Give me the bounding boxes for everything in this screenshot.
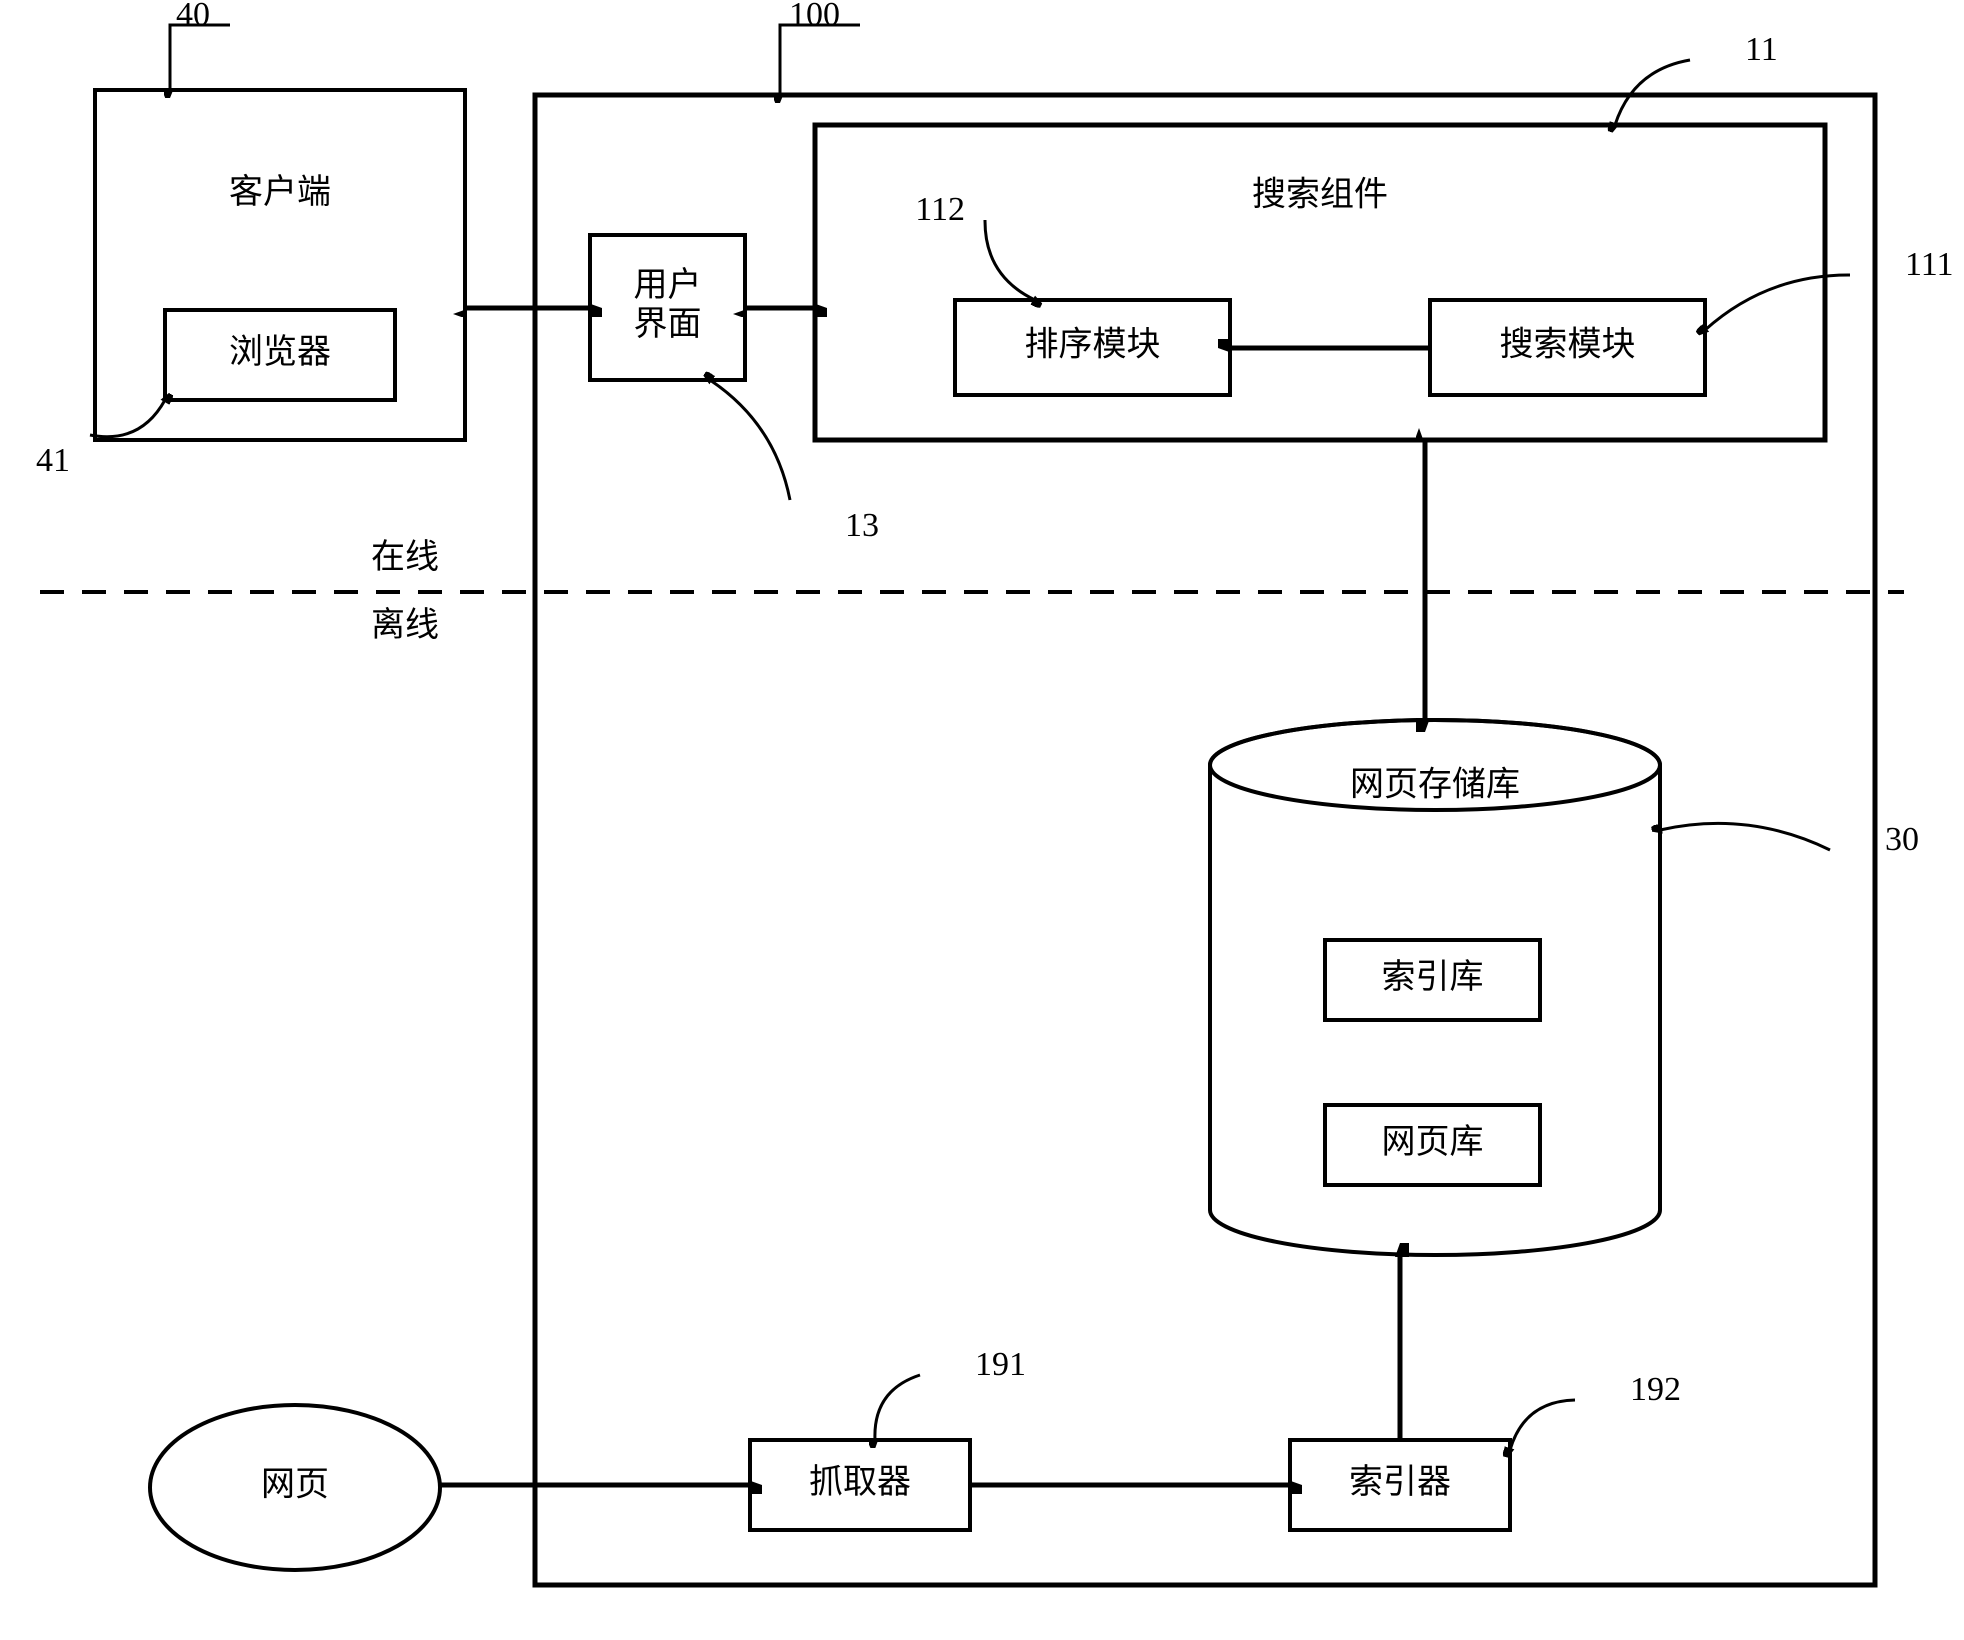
label-sort_mod: 排序模块 <box>1025 325 1161 363</box>
label-webpage: 网页 <box>261 1466 329 1503</box>
label-crawler: 抓取器 <box>809 1463 911 1501</box>
label-search_comp: 搜索组件 <box>1252 175 1388 213</box>
leader-browser <box>90 400 165 437</box>
label-page_lib: 网页库 <box>1382 1123 1484 1161</box>
label-search_mod: 搜索模块 <box>1500 325 1636 363</box>
leader-sort_mod <box>985 220 1035 300</box>
ref-repo: 30 <box>1885 821 1919 858</box>
ref-indexer: 192 <box>1630 1371 1681 1408</box>
ref-crawler: 191 <box>975 1346 1026 1383</box>
leader-system <box>780 25 860 95</box>
label-client: 客户端 <box>229 173 331 211</box>
label-indexer: 索引器 <box>1349 1463 1451 1501</box>
label-browser: 浏览器 <box>229 333 331 371</box>
label-online: 在线 <box>371 538 439 576</box>
leader-search_mod <box>1705 275 1850 330</box>
label-offline: 离线 <box>371 606 439 644</box>
leader-client <box>170 25 230 90</box>
leader-indexer <box>1510 1400 1575 1450</box>
ref-client: 40 <box>176 0 210 33</box>
node-search_comp <box>815 125 1825 440</box>
leader-ui <box>710 380 790 500</box>
ref-search_mod: 111 <box>1905 246 1953 283</box>
node-client <box>95 90 465 440</box>
label-ui: 用户界面 <box>634 266 702 343</box>
ref-search_comp: 11 <box>1745 31 1778 68</box>
ref-ui: 13 <box>845 507 879 544</box>
node-system <box>535 95 1875 1585</box>
ref-browser: 41 <box>36 442 70 479</box>
leader-repo <box>1660 823 1830 850</box>
ref-sort_mod: 112 <box>915 191 965 228</box>
label-index_lib: 索引库 <box>1382 958 1484 996</box>
label-repo: 网页存储库 <box>1350 765 1520 803</box>
ref-system: 100 <box>789 0 840 33</box>
leader-crawler <box>875 1375 920 1440</box>
